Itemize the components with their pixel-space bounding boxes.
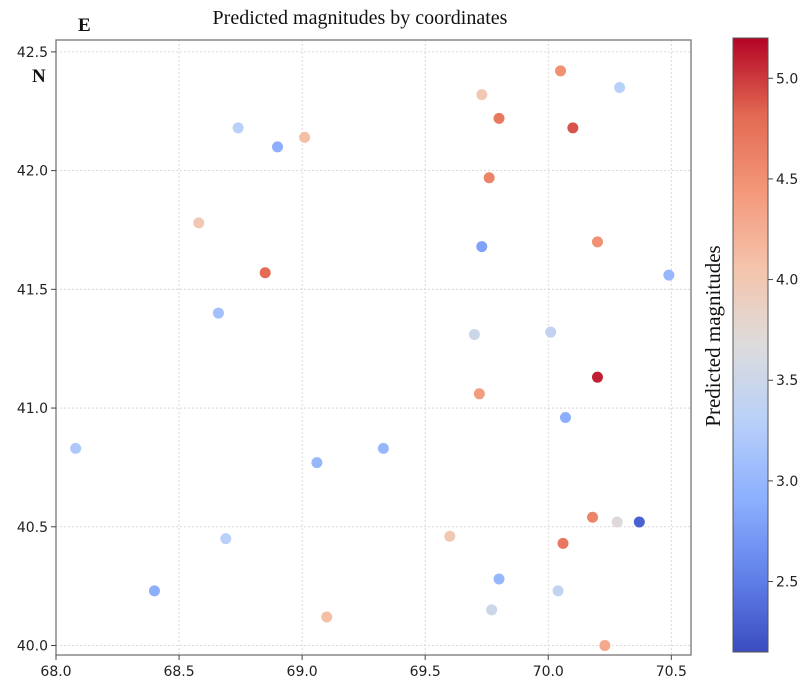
x-axis: 68.0 68.5 69.0 69.5 70.0 70.5 <box>40 655 687 680</box>
scatter-point <box>148 585 160 597</box>
scatter-point <box>476 241 488 253</box>
scatter-point <box>220 533 232 545</box>
scatter-point <box>444 530 456 542</box>
scatter-point <box>591 236 603 248</box>
plot-frame <box>55 39 692 656</box>
x-axis-letter: E <box>78 15 91 36</box>
colorbar <box>732 37 769 653</box>
x-tick-label: 68.0 <box>40 664 71 680</box>
data-points <box>70 65 675 652</box>
grid-lines <box>55 40 691 655</box>
scatter-point <box>633 516 645 528</box>
y-tick-label: 42.0 <box>17 164 48 180</box>
colorbar-label: Predicted magnitudes <box>701 245 725 426</box>
scatter-point <box>486 604 498 616</box>
scatter-point <box>493 573 505 585</box>
scatter-point <box>377 442 389 454</box>
y-axis: 40.0 40.5 41.0 41.5 42.0 42.5 <box>17 45 56 655</box>
x-tick-label: 69.0 <box>287 664 318 680</box>
scatter-point <box>311 457 323 469</box>
colorbar-tick-label: 4.5 <box>776 172 798 188</box>
scatter-point <box>299 131 311 143</box>
scatter-point <box>599 640 611 652</box>
scatter-point <box>587 511 599 523</box>
x-tick-label: 70.0 <box>533 664 564 680</box>
x-tick-label: 69.5 <box>410 664 441 680</box>
y-tick-label: 41.0 <box>17 401 48 417</box>
scatter-point <box>591 371 603 383</box>
scatter-point <box>557 537 569 549</box>
colorbar-tick-label: 4.0 <box>776 273 798 289</box>
scatter-point <box>468 328 480 340</box>
scatter-point <box>614 81 626 93</box>
colorbar-axis: 2.5 3.0 3.5 4.0 4.5 5.0 <box>768 71 798 591</box>
scatter-point <box>473 388 485 400</box>
y-tick-label: 40.0 <box>17 639 48 655</box>
scatter-point <box>663 269 675 281</box>
y-tick-label: 42.5 <box>17 45 48 61</box>
colorbar-tick-label: 3.0 <box>776 474 798 490</box>
scatter-point <box>321 611 333 623</box>
scatter-point <box>70 442 82 454</box>
scatter-point <box>493 112 505 124</box>
scatter-point <box>545 326 557 338</box>
scatter-point <box>552 585 564 597</box>
scatter-point <box>272 141 284 153</box>
y-tick-label: 40.5 <box>17 520 48 536</box>
scatter-point <box>483 172 495 184</box>
scatter-point <box>212 307 224 319</box>
scatter-point <box>555 65 567 77</box>
colorbar-tick-label: 3.5 <box>776 373 798 389</box>
scatter-point <box>476 89 488 101</box>
x-tick-label: 70.5 <box>656 664 687 680</box>
colorbar-tick-label: 2.5 <box>776 575 798 591</box>
y-tick-label: 41.5 <box>17 282 48 298</box>
scatter-point <box>611 516 623 528</box>
x-tick-label: 68.5 <box>163 664 194 680</box>
scatter-point <box>259 267 271 279</box>
y-axis-letter: N <box>32 66 46 87</box>
scatter-point <box>232 122 244 134</box>
scatter-point <box>193 217 205 229</box>
colorbar-tick-label: 5.0 <box>776 71 798 87</box>
chart-title: Predicted magnitudes by coordinates <box>213 7 508 29</box>
scatter-point <box>567 122 579 134</box>
scatter-point <box>559 412 571 424</box>
